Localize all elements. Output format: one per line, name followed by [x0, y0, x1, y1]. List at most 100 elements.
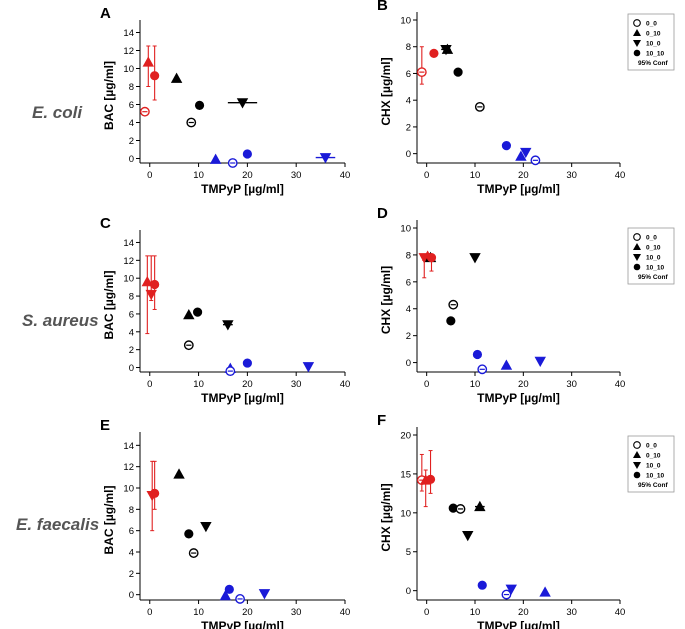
data-point	[446, 316, 456, 326]
legend-marker-triangle-up	[633, 451, 641, 458]
legend-item: 0_10	[633, 243, 661, 252]
marker-circle-filled-black	[446, 316, 456, 326]
x-tick-label: 10	[470, 607, 481, 618]
data-point	[474, 500, 486, 512]
marker-triangle-down-black	[200, 521, 212, 533]
marker-triangle-down-black	[236, 98, 249, 109]
organism-labels: E. coli S. aureus E. faecalis	[16, 103, 99, 534]
data-point	[520, 147, 532, 159]
marker-triangle-up-black	[170, 72, 183, 83]
data-point	[426, 253, 437, 272]
legend-label: 0_0	[646, 235, 657, 242]
y-tick-label: 0	[129, 363, 134, 374]
data-point	[192, 307, 203, 317]
x-tick-label: 0	[147, 379, 152, 390]
panel-e: E 0 10 20 30 40 0 2 4 6 8 10 12 14 TMPyP [µg/ml] BAC [µ…	[100, 417, 350, 629]
marker-triangle-up-blue	[209, 153, 222, 164]
legend-item: 10_0	[633, 254, 661, 262]
x-tick-label: 30	[566, 379, 577, 390]
y-tick-label: 15	[400, 469, 411, 480]
x-tick-label: 30	[566, 170, 577, 181]
data-point	[141, 255, 154, 335]
organism-label-s-aureus: S. aureus	[22, 311, 99, 330]
legend-item: 10_0	[633, 462, 661, 470]
marker-triangle-up-red	[141, 275, 154, 287]
legend-marker-circle-filled	[633, 49, 641, 57]
data-point	[477, 580, 487, 590]
marker-triangle-up-blue	[515, 150, 527, 161]
y-tick-label: 10	[123, 274, 134, 285]
legend-marker-triangle-down	[633, 40, 641, 47]
legend-marker-circle-filled	[633, 471, 641, 479]
legend-marker-circle-open	[633, 441, 641, 449]
data-point	[183, 340, 194, 351]
x-tick-label: 10	[193, 170, 204, 181]
legend-item: 10_10	[633, 49, 664, 58]
legend-label: 0_10	[646, 31, 661, 38]
marker-circle-filled-blue	[242, 358, 252, 368]
y-tick-label: 12	[123, 256, 134, 267]
marker-circle-filled-red	[150, 71, 160, 81]
x-tick-label: 40	[615, 170, 626, 181]
panel-letter: E	[100, 417, 110, 434]
data-point	[150, 45, 160, 101]
legend-item: 10_10	[633, 471, 664, 480]
data-point	[222, 320, 234, 331]
data-point	[183, 309, 195, 320]
x-tick-label: 40	[340, 607, 351, 618]
data-point	[224, 584, 234, 594]
legend-footer: 95% Conf	[638, 60, 668, 67]
legend-item: 0_0	[633, 233, 657, 242]
legend-label: 0_0	[646, 21, 657, 28]
marker-triangle-up-black	[183, 309, 195, 320]
data-point	[453, 67, 463, 77]
y-tick-label: 8	[406, 42, 411, 53]
legend-label: 10_10	[646, 265, 664, 272]
data-point	[150, 460, 160, 510]
data-point	[150, 255, 160, 310]
y-tick-label: 6	[129, 309, 134, 320]
marker-triangle-up-blue	[500, 359, 513, 370]
panel-c: C 0 10 20 30 40 0 2 4 6 8 10 12 14 TMPyP [µg/ml] BAC [µ…	[100, 215, 350, 405]
legend-item: 10_10	[633, 263, 664, 272]
x-axis-title: TMPyP [µg/ml]	[201, 391, 284, 405]
marker-circle-filled-blue	[477, 580, 487, 590]
y-tick-label: 6	[406, 69, 411, 80]
y-tick-label: 2	[129, 345, 134, 356]
data-point	[501, 141, 512, 151]
x-tick-label: 0	[424, 379, 429, 390]
data-point	[429, 48, 439, 59]
legend-marker-circle-filled	[633, 263, 641, 271]
panel-letter: A	[100, 5, 111, 22]
y-axis-title: BAC [µg/ml]	[102, 486, 116, 555]
marker-circle-filled-red	[429, 48, 439, 59]
legend-item: 0_10	[633, 29, 661, 38]
y-tick-label: 8	[406, 250, 411, 261]
y-axis-title: CHX [µg/ml]	[379, 483, 393, 551]
data-point	[441, 43, 454, 54]
data-point	[170, 72, 183, 83]
y-tick-label: 10	[400, 16, 411, 27]
y-tick-label: 0	[406, 586, 411, 597]
data-point	[477, 364, 488, 375]
y-tick-label: 6	[406, 277, 411, 288]
data-point	[469, 253, 481, 264]
data-point	[242, 149, 252, 159]
data-point	[219, 589, 232, 601]
legend-label: 0_0	[646, 443, 657, 450]
marker-triangle-up-blue	[539, 586, 551, 597]
data-point	[227, 98, 258, 109]
panel-letter: B	[377, 0, 388, 14]
legend: 0_0 0_10 10_0 10_10 95% Conf	[627, 227, 675, 285]
data-point	[173, 468, 185, 479]
x-tick-label: 40	[340, 379, 351, 390]
data-point	[505, 584, 517, 595]
legend-marker-triangle-down	[633, 462, 641, 469]
y-tick-label: 20	[400, 431, 411, 442]
y-tick-label: 8	[129, 505, 134, 516]
y-tick-label: 2	[129, 569, 134, 580]
y-tick-label: 0	[129, 154, 134, 165]
x-tick-label: 30	[291, 607, 302, 618]
